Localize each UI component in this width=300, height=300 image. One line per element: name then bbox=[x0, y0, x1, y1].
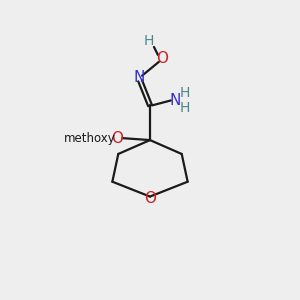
Text: methoxy: methoxy bbox=[64, 132, 116, 145]
Text: O: O bbox=[156, 51, 168, 66]
Text: N: N bbox=[169, 93, 181, 108]
Text: H: H bbox=[144, 34, 154, 48]
Text: H: H bbox=[179, 85, 190, 100]
Text: H: H bbox=[179, 101, 190, 116]
Text: O: O bbox=[111, 130, 123, 146]
Text: N: N bbox=[134, 70, 145, 85]
Text: O: O bbox=[144, 191, 156, 206]
